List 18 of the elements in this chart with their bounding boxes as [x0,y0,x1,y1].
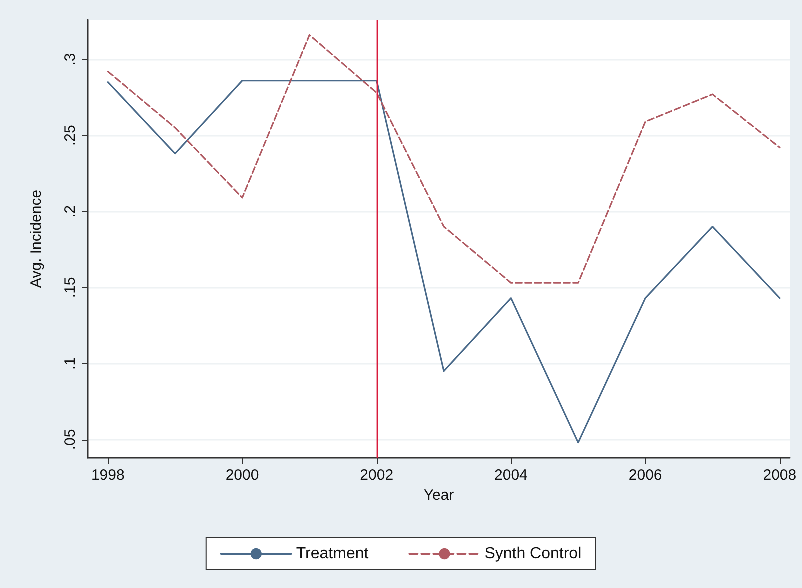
y-tick-label: .15 [62,277,79,298]
y-tick-label: .25 [62,125,79,146]
y-tick-label: .2 [62,205,79,218]
x-axis-title: Year [424,486,454,504]
x-tick-label: 1998 [91,467,125,484]
x-tick-label: 2002 [360,467,394,484]
x-tick-label: 2004 [494,467,528,484]
line-series [107,34,781,284]
x-tick-label: 2006 [628,467,662,484]
x-tick-label: 2000 [226,467,260,484]
y-tick-label: .05 [62,429,79,450]
line-series [107,80,781,444]
y-tick-label: .1 [62,357,79,370]
legend-label: Synth Control [484,546,582,562]
legend-label: Treatment [296,546,370,562]
y-axis-title: Avg. Incidence [28,190,45,288]
y-tick-label: .3 [62,53,79,66]
x-tick-label: 2008 [763,467,797,484]
